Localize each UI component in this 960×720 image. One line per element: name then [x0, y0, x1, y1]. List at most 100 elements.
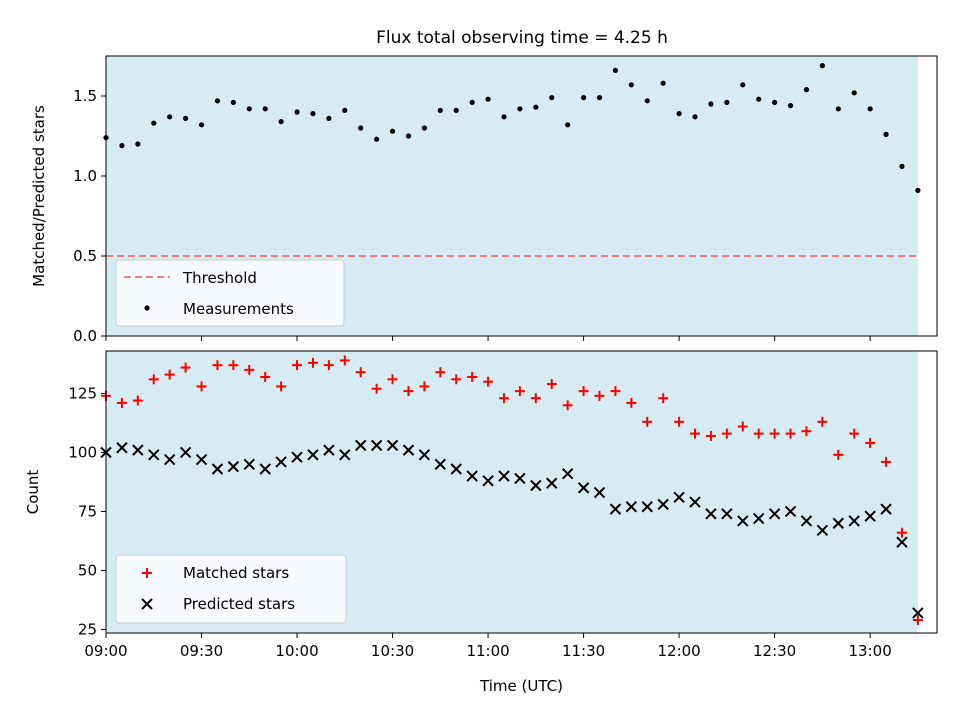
predicted-star-point	[816, 524, 829, 537]
predicted-star-point	[116, 442, 128, 454]
predicted-star-point	[737, 515, 749, 527]
predicted-star-point	[179, 446, 192, 459]
measurement-point	[915, 187, 921, 193]
matched-star-point	[690, 428, 701, 439]
measurement-point	[565, 122, 571, 128]
matched-star-point	[578, 386, 589, 397]
matched-star-point	[705, 430, 716, 441]
predicted-star-point	[848, 515, 860, 527]
legend-matched-marker	[142, 568, 152, 578]
predicted-star-point	[689, 496, 701, 508]
legend-cross-glyph	[141, 598, 153, 610]
matched-star-point	[896, 527, 907, 538]
predicted-star-point	[561, 468, 574, 480]
matched-star-point	[594, 390, 605, 401]
measurement-point	[437, 107, 443, 113]
measurement-point	[246, 106, 252, 112]
measurement-point	[533, 104, 539, 110]
legend-predicted-marker	[141, 598, 153, 610]
matched-star-point	[339, 355, 350, 366]
predicted-star-point	[450, 463, 462, 475]
count-x-tick-label: 12:00	[657, 642, 700, 660]
measurement-point	[151, 120, 157, 126]
matched-star-point	[116, 397, 127, 408]
matched-star-point	[435, 367, 446, 378]
predicted-star-point	[721, 508, 733, 520]
measurement-point	[278, 119, 284, 125]
legend-measurements-label: Measurements	[183, 300, 294, 318]
measurement-point	[167, 114, 173, 120]
measurement-point	[517, 106, 523, 112]
predicted-star-point	[132, 444, 144, 456]
predicted-star-point	[800, 515, 813, 527]
measurement-point	[899, 163, 905, 169]
measurement-point	[342, 107, 348, 113]
predicted-star-point	[752, 512, 765, 525]
measurement-point	[787, 103, 794, 109]
count-plot-area	[100, 355, 924, 626]
ratio-plot-area	[103, 63, 921, 257]
measurement-point	[708, 101, 714, 107]
measurement-point	[501, 114, 507, 120]
predicted-star-point	[593, 486, 606, 499]
predicted-star-point	[402, 444, 415, 456]
ratio-y-tick-label: 1.0	[73, 167, 97, 185]
measurement-point	[772, 99, 778, 105]
matched-star-point	[498, 393, 509, 404]
predicted-star-point	[466, 470, 478, 482]
legend-plus-glyph	[142, 568, 152, 578]
predicted-star-point	[355, 439, 367, 452]
matched-star-point	[817, 416, 828, 427]
measurement-point	[692, 114, 698, 120]
predicted-star-point	[880, 503, 892, 515]
count-y-tick-label: 125	[68, 384, 97, 402]
measurement-point	[421, 125, 427, 131]
legend-measurements-marker	[144, 305, 150, 311]
matched-star-point	[753, 428, 764, 439]
predicted-star-point	[482, 475, 494, 487]
predicted-star-point	[211, 463, 224, 475]
predicted-star-point	[912, 607, 924, 619]
predicted-star-point	[768, 508, 781, 520]
measurement-point	[628, 82, 634, 88]
legend-matched-label: Matched stars	[183, 564, 289, 582]
matched-star-point	[276, 381, 287, 392]
predicted-star-point	[641, 501, 653, 513]
ratio-legend: Threshold Measurements	[115, 259, 345, 327]
matched-star-point	[307, 357, 318, 368]
matched-star-point	[801, 426, 812, 437]
matched-star-point	[514, 386, 525, 397]
predicted-star-point	[577, 482, 590, 494]
predicted-star-point	[657, 498, 669, 511]
predicted-star-point	[370, 439, 383, 452]
predicted-star-point	[434, 458, 447, 470]
ratio-y-tick-label: 1.5	[73, 87, 97, 105]
measurement-point	[596, 95, 603, 101]
matched-star-point	[785, 428, 796, 439]
count-y-axis: 25 50 75 100 125	[68, 384, 106, 638]
matched-star-point	[387, 374, 398, 385]
measurement-point	[724, 99, 730, 105]
matched-star-point	[323, 360, 334, 371]
predicted-star-point	[195, 453, 208, 466]
count-y-tick-label: 50	[78, 561, 97, 579]
measurement-point	[389, 128, 396, 134]
measurement-point	[756, 96, 762, 102]
measurement-point	[883, 131, 889, 137]
matched-star-point	[148, 374, 159, 385]
matched-star-point	[642, 416, 653, 427]
matched-star-point	[403, 386, 414, 397]
measurement-point	[405, 133, 412, 139]
matched-star-point	[674, 416, 685, 427]
matched-star-point	[610, 386, 621, 397]
count-x-tick-label: 10:00	[275, 642, 318, 660]
measurement-point	[214, 98, 221, 104]
predicted-star-point	[864, 510, 876, 522]
count-x-tick-label: 11:30	[562, 642, 605, 660]
predicted-star-point	[625, 501, 638, 513]
predicted-star-point	[896, 536, 908, 548]
ratio-y-tick-label: 0.5	[73, 247, 97, 265]
predicted-star-point	[609, 503, 622, 515]
measurement-point	[580, 95, 587, 101]
